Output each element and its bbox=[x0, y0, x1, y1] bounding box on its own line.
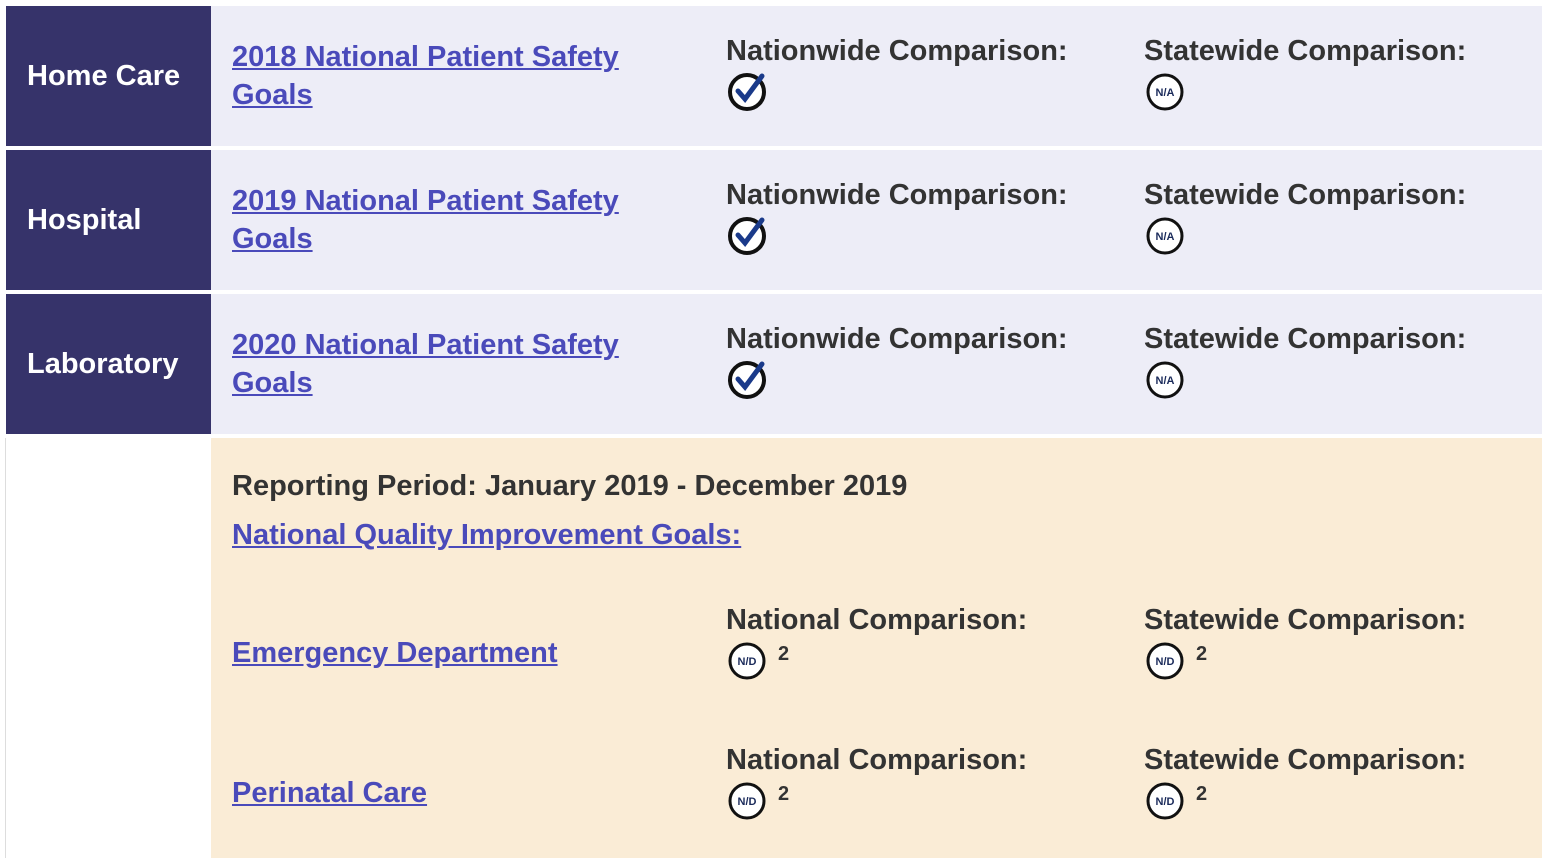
status-icon: N/A bbox=[1146, 217, 1184, 255]
icon-text: N/A bbox=[1156, 87, 1175, 99]
item-link-cell: Emergency Department bbox=[232, 593, 702, 713]
goals-link[interactable]: 2020 National Patient Safety Goals bbox=[232, 329, 619, 399]
check-icon bbox=[728, 73, 766, 111]
footnote: 2 bbox=[778, 783, 790, 805]
status-icon: N/A bbox=[1146, 361, 1184, 399]
footnote: 2 bbox=[1196, 783, 1208, 805]
national-cell: Nationwide Comparison: bbox=[726, 146, 1136, 286]
icon-text: N/D bbox=[738, 656, 757, 668]
statewide-status: N/A bbox=[1144, 70, 1534, 112]
check-icon bbox=[728, 217, 766, 255]
statewide-cell: Statewide Comparison: N/D 2 bbox=[1144, 591, 1534, 691]
reporting-panel bbox=[211, 438, 1542, 858]
reporting-period: Reporting Period: January 2019 - Decembe… bbox=[232, 470, 908, 502]
quality-link-cell: National Quality Improvement Goals: bbox=[232, 516, 741, 554]
statewide-cell: Statewide Comparison: N/A bbox=[1144, 2, 1534, 142]
icon-text: N/D bbox=[738, 796, 757, 808]
icon-text: N/D bbox=[1156, 796, 1175, 808]
item-link[interactable]: Emergency Department bbox=[232, 637, 558, 669]
national-cell: Nationwide Comparison: bbox=[726, 290, 1136, 430]
goals-link[interactable]: 2018 National Patient Safety Goals bbox=[232, 41, 619, 111]
national-cell: National Comparison: N/D 2 bbox=[726, 591, 1116, 691]
national-label: National Comparison: bbox=[726, 744, 1028, 776]
item-link[interactable]: Perinatal Care bbox=[232, 777, 428, 809]
national-label: Nationwide Comparison: bbox=[726, 323, 1068, 355]
statewide-cell: Statewide Comparison: N/A bbox=[1144, 290, 1534, 430]
icon-text: N/A bbox=[1156, 231, 1175, 243]
icon-text: N/D bbox=[1156, 656, 1175, 668]
goals-link[interactable]: 2019 National Patient Safety Goals bbox=[232, 185, 619, 255]
national-cell: National Comparison: N/D 2 bbox=[726, 731, 1116, 831]
statewide-label: Statewide Comparison: bbox=[1144, 323, 1467, 355]
statewide-status: N/D 2 bbox=[1144, 639, 1534, 681]
link-cell: 2019 National Patient Safety Goals bbox=[232, 150, 702, 290]
program-name: Hospital bbox=[6, 150, 211, 290]
national-status bbox=[726, 214, 1136, 256]
statewide-label: Statewide Comparison: bbox=[1144, 179, 1467, 211]
national-label: National Comparison: bbox=[726, 604, 1028, 636]
footnote: 2 bbox=[778, 643, 790, 665]
national-status bbox=[726, 70, 1136, 112]
national-cell: Nationwide Comparison: bbox=[726, 2, 1136, 142]
statewide-status: N/A bbox=[1144, 358, 1534, 400]
status-icon: N/A bbox=[1146, 73, 1184, 111]
statewide-status: N/D 2 bbox=[1144, 779, 1534, 821]
statewide-label: Statewide Comparison: bbox=[1144, 744, 1467, 776]
divider bbox=[5, 438, 6, 858]
national-status: N/D 2 bbox=[726, 779, 1116, 821]
check-icon bbox=[728, 361, 766, 399]
national-label: Nationwide Comparison: bbox=[726, 179, 1068, 211]
link-cell: 2018 National Patient Safety Goals bbox=[232, 6, 702, 146]
status-icon: N/D bbox=[728, 782, 766, 820]
status-icon: N/D bbox=[1146, 642, 1184, 680]
national-status: N/D 2 bbox=[726, 639, 1116, 681]
program-name: Laboratory bbox=[6, 294, 211, 434]
national-label: Nationwide Comparison: bbox=[726, 35, 1068, 67]
status-icon: N/D bbox=[1146, 782, 1184, 820]
statewide-status: N/A bbox=[1144, 214, 1534, 256]
quality-link[interactable]: National Quality Improvement Goals: bbox=[232, 519, 742, 551]
national-status bbox=[726, 358, 1136, 400]
item-link-cell: Perinatal Care bbox=[232, 733, 702, 853]
icon-text: N/A bbox=[1156, 375, 1175, 387]
statewide-label: Statewide Comparison: bbox=[1144, 604, 1467, 636]
footnote: 2 bbox=[1196, 643, 1208, 665]
program-name: Home Care bbox=[6, 6, 211, 146]
row-background bbox=[211, 150, 1542, 290]
statewide-cell: Statewide Comparison: N/A bbox=[1144, 146, 1534, 286]
status-icon: N/D bbox=[728, 642, 766, 680]
row-background bbox=[211, 6, 1542, 146]
statewide-label: Statewide Comparison: bbox=[1144, 35, 1467, 67]
statewide-cell: Statewide Comparison: N/D 2 bbox=[1144, 731, 1534, 831]
link-cell: 2020 National Patient Safety Goals bbox=[232, 294, 702, 434]
row-background bbox=[211, 294, 1542, 434]
